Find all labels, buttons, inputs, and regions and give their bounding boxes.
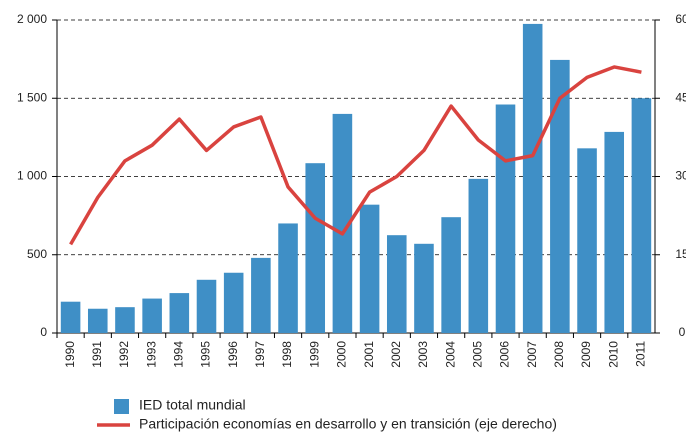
x-tick-label: 2007	[525, 341, 539, 368]
y2-tick-label: 0	[679, 325, 686, 339]
x-tick-label: 2005	[470, 341, 484, 368]
bar	[441, 217, 461, 333]
bar	[169, 293, 190, 333]
bar	[142, 298, 162, 333]
bar	[550, 59, 570, 333]
x-tick-label: 1994	[171, 341, 185, 368]
bar	[631, 98, 652, 333]
y-tick-label: 1 000	[17, 169, 47, 183]
bar	[87, 308, 108, 333]
x-tick-label: 2002	[389, 341, 403, 368]
x-tick-label: 2004	[443, 341, 457, 368]
x-tick-label: 2006	[498, 341, 512, 368]
y-tick-label: 2 000	[17, 12, 47, 26]
x-tick-label: 1999	[307, 341, 321, 368]
bar	[495, 104, 516, 333]
bar	[223, 272, 244, 333]
bar	[251, 257, 271, 333]
bar	[414, 243, 434, 333]
x-tick-label: 1995	[199, 341, 213, 368]
bar	[196, 279, 217, 333]
bar	[604, 131, 625, 333]
x-tick-label: 1991	[90, 341, 104, 368]
y2-tick-label: 60	[675, 12, 686, 26]
x-tick-label: 2000	[335, 341, 349, 368]
bar	[305, 163, 326, 333]
legend-label: Participación economías en desarrollo y …	[139, 416, 557, 432]
bar	[577, 148, 597, 333]
x-tick-label: 2011	[634, 341, 648, 367]
y-tick-label: 1 500	[17, 90, 47, 104]
x-tick-label: 2003	[416, 341, 430, 368]
bar	[522, 23, 543, 333]
x-tick-label: 2010	[606, 341, 620, 368]
x-tick-label: 1990	[63, 341, 77, 368]
x-tick-label: 2001	[362, 341, 376, 368]
bar	[386, 235, 407, 333]
x-tick-label: 1996	[226, 341, 240, 368]
bar	[115, 307, 135, 333]
bar	[332, 113, 353, 334]
bar	[359, 204, 380, 333]
x-tick-label: 1997	[253, 341, 267, 368]
bar	[278, 223, 298, 333]
x-tick-label: 1992	[117, 341, 131, 368]
line	[69, 65, 642, 246]
legend-label: IED total mundial	[139, 397, 246, 413]
y2-tick-label: 15	[675, 247, 686, 261]
x-tick-label: 2009	[579, 341, 593, 368]
x-tick-label: 1993	[144, 341, 158, 368]
x-tick-label: 2008	[552, 341, 566, 368]
bar	[60, 301, 81, 333]
y2-tick-label: 45	[675, 90, 686, 104]
x-tick-label: 1998	[280, 341, 294, 368]
y-tick-label: 0	[40, 325, 47, 339]
y2-tick-label: 30	[675, 169, 686, 183]
legend-swatch	[114, 399, 129, 414]
bar	[468, 178, 489, 333]
y-tick-label: 500	[27, 247, 47, 261]
